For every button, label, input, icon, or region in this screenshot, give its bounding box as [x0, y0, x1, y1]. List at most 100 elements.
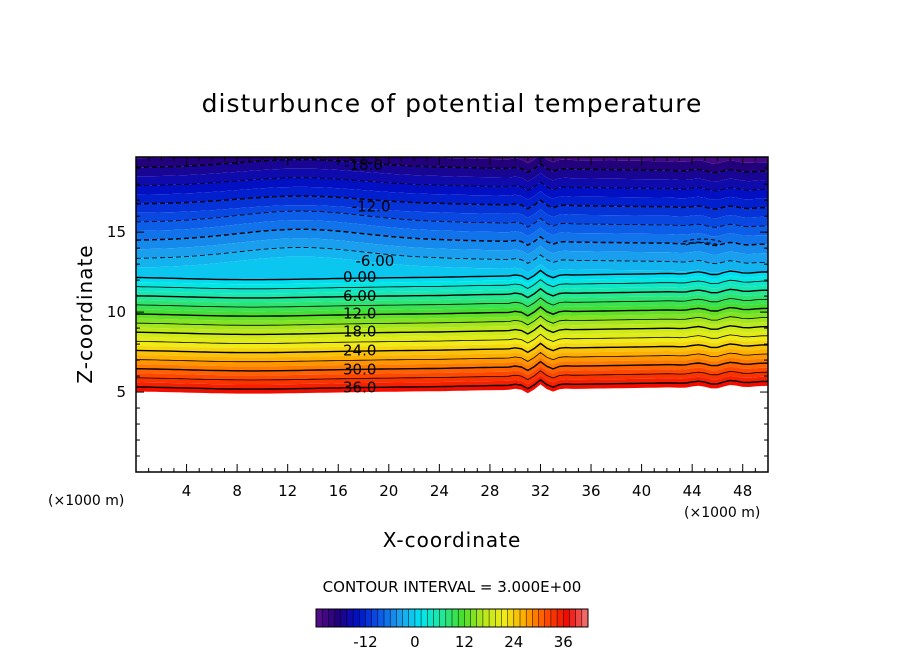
x-tick-label: 16: [329, 482, 348, 500]
band-polygon: [136, 311, 768, 326]
colorbar-cell: [501, 609, 508, 627]
band-polygon: [136, 366, 768, 380]
negative-contour-line: [136, 158, 768, 174]
contour-line: [136, 378, 768, 390]
colorbar-cell: [316, 609, 323, 627]
band-polygon: [136, 205, 768, 228]
band-polygon: [136, 238, 768, 264]
band-polygon: [136, 357, 768, 371]
chart-title: disturbunce of potential temperature: [202, 89, 703, 118]
colorbar-cell: [433, 609, 440, 627]
y-tick-label: 10: [107, 303, 126, 321]
colorbar-cell: [532, 609, 539, 627]
contour-label: 12.0: [343, 305, 376, 323]
colorbar-cell: [402, 609, 410, 627]
band-polygon: [136, 247, 768, 273]
colorbar-cell: [439, 609, 447, 627]
x-tick-label: 24: [430, 482, 449, 500]
colorbar-cell: [390, 609, 397, 627]
negative-contour-line: [136, 210, 768, 228]
colorbar-tick-label: 0: [410, 633, 420, 651]
band-polygon: [136, 159, 768, 182]
x-tick-label: 28: [480, 482, 499, 500]
band-polygon: [136, 196, 768, 219]
band-polygon: [136, 275, 768, 289]
colorbar-cell: [575, 609, 583, 627]
band-polygon: [136, 293, 768, 308]
x-tick-label: 12: [278, 482, 297, 500]
contour-line: [136, 342, 768, 354]
colorbar-cell: [322, 609, 329, 627]
band-polygon: [136, 229, 768, 255]
contour-label: 0.00: [343, 268, 376, 286]
contour-label: 30.0: [343, 361, 376, 379]
colorbar-cell: [384, 609, 391, 627]
colorbar-cell: [340, 609, 348, 627]
colorbar-tick-label: 36: [554, 633, 573, 651]
band-polygon: [136, 375, 768, 390]
contour-line: [136, 287, 768, 299]
colorbar-cell: [495, 609, 502, 627]
contour-line: [136, 351, 768, 363]
x-tick-label: 44: [683, 482, 702, 500]
y-tick-label: 15: [107, 223, 126, 241]
colorbar-cell: [470, 609, 478, 627]
contour-label: -18.0: [344, 156, 383, 174]
contour-line: [136, 269, 768, 281]
colorbar-cell: [569, 609, 576, 627]
band-polygon: [136, 284, 768, 298]
contour-line: [136, 370, 768, 381]
y-tick-label: 5: [116, 383, 126, 401]
colorbar-cell: [544, 609, 552, 627]
contour-lines: [136, 158, 768, 390]
contour-label: -6.00: [355, 252, 394, 270]
colorbar-cell: [476, 609, 484, 627]
band-polygon: [136, 302, 768, 317]
colorbar-cell: [371, 609, 379, 627]
contour-label: 24.0: [343, 341, 376, 359]
colorbar-cell: [359, 609, 366, 627]
colorbar-cell: [458, 609, 465, 627]
x-tick-label: 48: [733, 482, 752, 500]
band-polygon: [136, 329, 768, 344]
contour-label: 36.0: [343, 378, 376, 396]
negative-contour-line: [136, 228, 768, 247]
band-polygon: [136, 338, 768, 353]
x-tick-label: 20: [379, 482, 398, 500]
band-polygon: [136, 220, 768, 246]
contour-line: [136, 306, 768, 317]
colorbar-tick-label: 24: [504, 633, 523, 651]
x-tick-label: 32: [531, 482, 550, 500]
band-polygon: [136, 347, 768, 362]
colorbar-cell: [507, 609, 515, 627]
band-polygon: [136, 177, 768, 200]
filled-contour-bands: [136, 157, 768, 394]
y-axis-ticks: 5 10 15: [107, 167, 768, 473]
local-contour-feature: [683, 238, 722, 243]
colorbar-cell: [421, 609, 428, 627]
contour-line: [136, 297, 768, 308]
colorbar-cell: [520, 609, 527, 627]
colorbar-cell: [377, 609, 385, 627]
band-polygon: [136, 320, 768, 335]
colorbar-cell: [414, 609, 422, 627]
colorbar-cell: [538, 609, 546, 627]
negative-contour-line: [136, 177, 768, 192]
colorbar-cell: [513, 609, 521, 627]
colorbar-cell: [452, 609, 459, 627]
contour-line: [136, 333, 768, 344]
colorbar-cell: [550, 609, 558, 627]
local-contour-feature: [685, 242, 719, 246]
colorbar-cell: [526, 609, 533, 627]
x-unit-left: (×1000 m): [48, 493, 124, 509]
negative-contour-line: [136, 195, 768, 210]
contour-line: [136, 360, 768, 372]
colorbar-frame: [315, 608, 589, 628]
band-polygon: [136, 157, 768, 164]
colorbar-cell: [408, 609, 416, 627]
band-polygon: [136, 211, 768, 237]
x-axis-label: X-coordinate: [383, 528, 522, 552]
colorbar-cell: [346, 609, 354, 627]
colorbar-cell: [581, 609, 589, 627]
